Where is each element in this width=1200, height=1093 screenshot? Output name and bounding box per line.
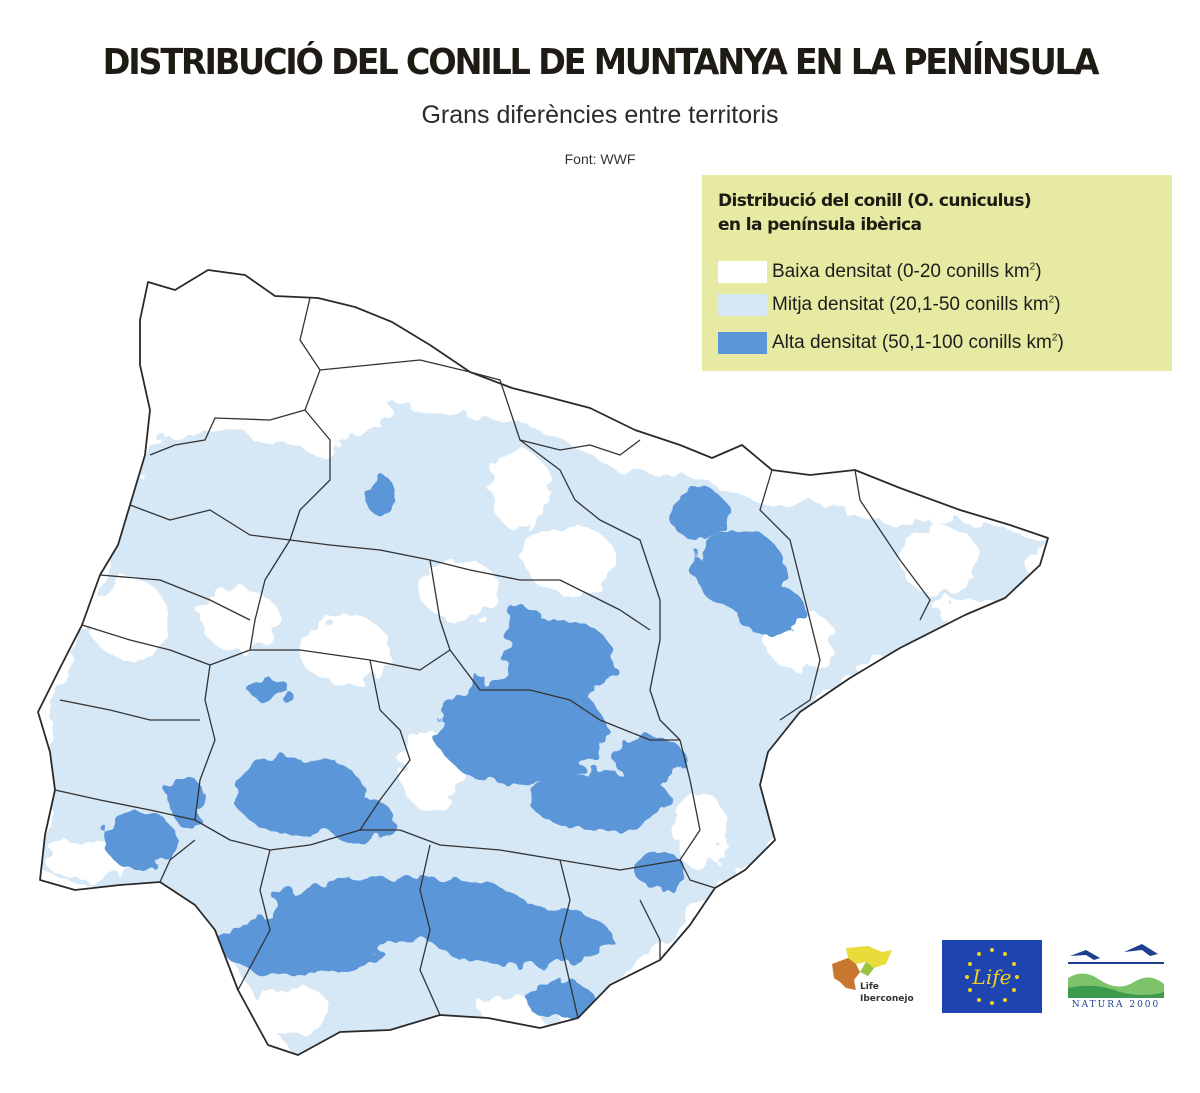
legend-label-medium: Mitja densitat (20,1-50 conills km: [772, 294, 1049, 315]
legend-title-line1: Distribució del conill (O. cuniculus): [718, 191, 1032, 211]
legend-swatch-medium: [718, 294, 767, 316]
map-legend: Distribució del conill (O. cuniculus) en…: [702, 175, 1172, 371]
map-source: Font: WWF: [564, 151, 636, 167]
legend-sup-low: 2: [1029, 261, 1036, 273]
legend-sup-medium: 2: [1048, 294, 1055, 306]
eu-life-text: Life: [972, 965, 1012, 989]
legend-item-low: Baixa densitat (0-20 conills km2): [718, 259, 1042, 285]
life-iberconejo-logo: Life Iberconejo: [826, 942, 926, 1012]
legend-item-medium: Mitja densitat (20,1-50 conills km2): [718, 292, 1061, 318]
eu-stars-icon: [965, 948, 1019, 1005]
iberconejo-emblem-icon: [832, 946, 892, 990]
legend-title-line2: en la península ibèrica: [718, 215, 922, 235]
map-subtitle: Grans diferències entre territoris: [421, 101, 779, 129]
legend-swatch-high: [718, 332, 767, 354]
legend-label-low: Baixa densitat (0-20 conills km: [772, 261, 1030, 282]
legend-suffix-low: ): [1035, 261, 1042, 282]
legend-label-high: Alta densitat (50,1-100 conills km: [772, 332, 1052, 353]
natura-text: NATURA 2000: [1071, 1000, 1161, 1010]
legend-item-high: Alta densitat (50,1-100 conills km2): [718, 330, 1064, 356]
eu-life-logo: Life: [942, 940, 1042, 1013]
natura-2000-logo: NATURA 2000: [1064, 938, 1168, 1014]
iberconejo-text-line2: Iberconejo: [860, 994, 914, 1004]
map-title: DISTRIBUCIÓ DEL CONILL DE MUNTANYA EN LA…: [102, 42, 1100, 83]
legend-suffix-medium: ): [1054, 294, 1061, 315]
high-density-layer: [105, 475, 805, 1018]
legend-sup-high: 2: [1051, 332, 1058, 344]
legend-suffix-high: ): [1057, 332, 1064, 353]
natura-birds-icon: [1068, 944, 1164, 998]
regional-borders: [54, 297, 931, 1019]
legend-swatch-low: [718, 261, 767, 283]
iberconejo-text-line1: Life: [860, 982, 879, 992]
